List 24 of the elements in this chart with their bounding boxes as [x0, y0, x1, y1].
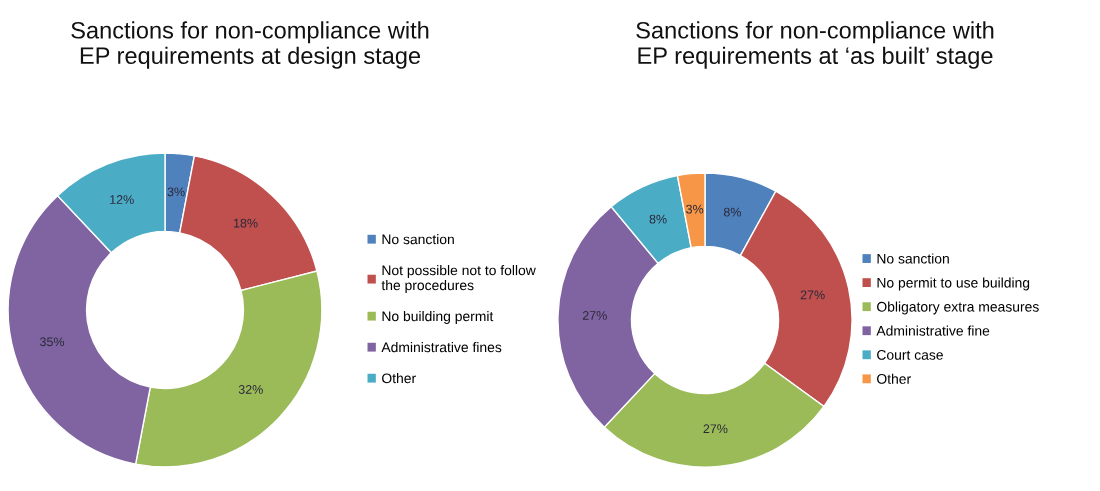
data-label: 8% [649, 214, 667, 224]
data-label: 27% [800, 290, 825, 300]
data-label: 12% [110, 195, 134, 204]
chart-title: Sanctions for non-compliance with EP requirements at design stage [71, 21, 429, 69]
legend-label: Administrative fine [876, 325, 990, 336]
legend-label: No sanction [877, 253, 949, 264]
data-label: 3% [686, 204, 704, 214]
legend-label: Obligatory extra measures [877, 301, 1039, 315]
legend-label: No building permit [382, 311, 494, 324]
data-label: 35% [39, 337, 65, 347]
legend-label: Administrative fines [381, 342, 502, 353]
legend-label: Not possible not to follow the procedures [381, 265, 536, 293]
data-label: 18% [233, 218, 258, 228]
legend-label: Court case [877, 349, 943, 360]
legend-label: No permit to use building [877, 277, 1030, 291]
legend-label: No sanction [382, 234, 454, 245]
data-label: 8% [723, 207, 742, 217]
data-label: 3% [167, 187, 185, 197]
legend-label: Other [877, 373, 911, 384]
legend-label: Other [382, 373, 416, 384]
data-label: 27% [703, 424, 728, 434]
data-label: 32% [238, 385, 263, 394]
data-label: 27% [582, 311, 607, 320]
chart-title: Sanctions for non-compliance with EP requirements at ‘as built’ stage [636, 21, 994, 69]
